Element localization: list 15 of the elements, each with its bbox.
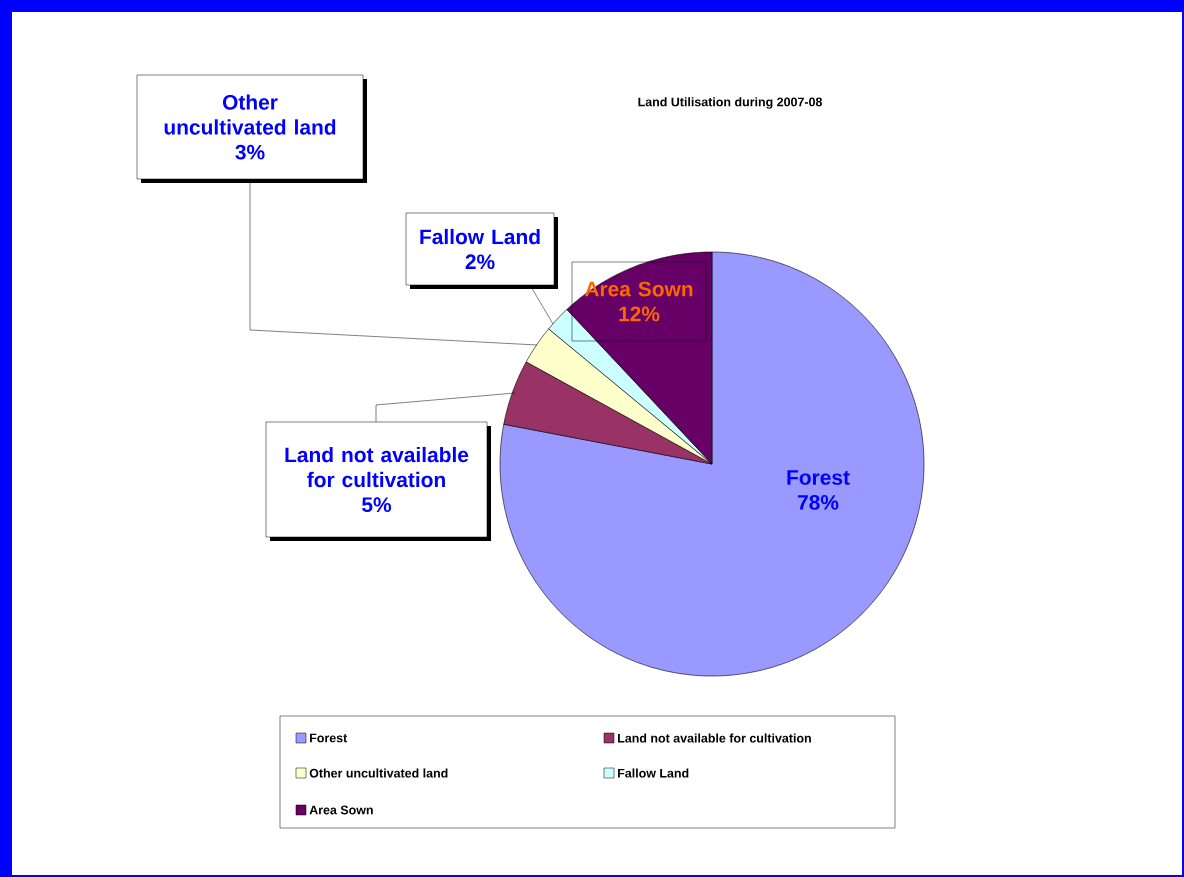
data-label: 12% (619, 306, 660, 322)
legend-label: Fallow Land (618, 768, 689, 778)
slice-label: Forest (787, 470, 850, 485)
slice-label: Land not available for cultivation (285, 446, 469, 488)
legend-label: Other uncultivated land (309, 768, 448, 778)
data-label: 5% (362, 497, 392, 513)
legend-label: Forest (310, 733, 348, 743)
legend-label: Land not available for cultivation (618, 733, 811, 743)
data-label: 3% (235, 144, 265, 160)
legend-label: Area Sown (309, 805, 373, 815)
chart-title: Land Utilisation during 2007-08 (638, 97, 823, 109)
slice-label: Other uncultivated land (164, 94, 336, 135)
data-label: 2% (465, 254, 495, 270)
data-label: 78% (797, 494, 839, 510)
slice-label: Fallow Land (420, 228, 540, 245)
